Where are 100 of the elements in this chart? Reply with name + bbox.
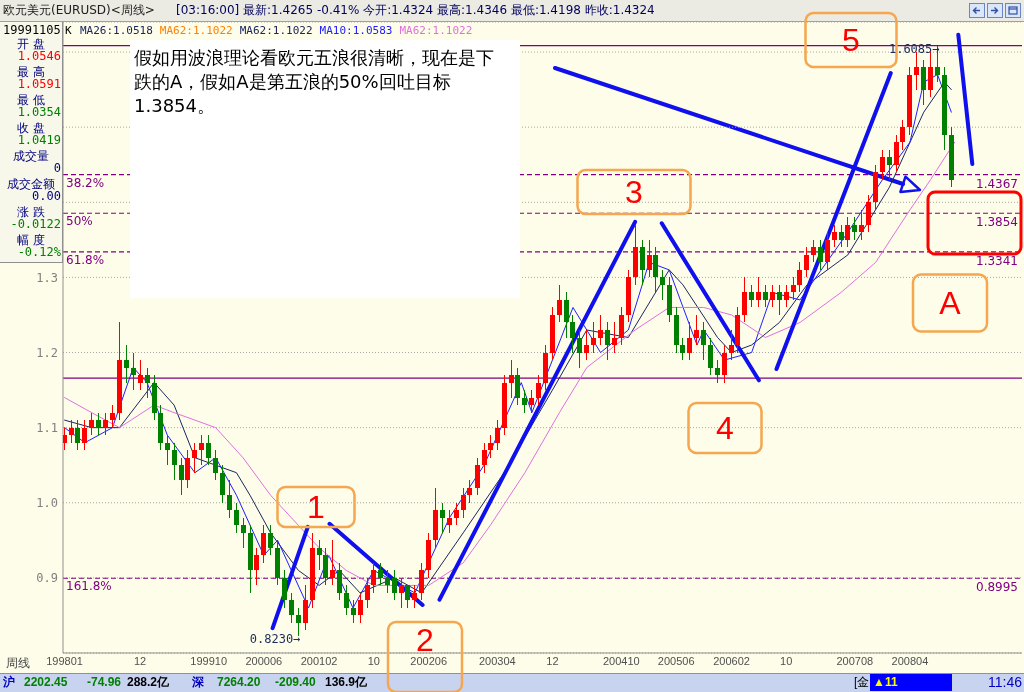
candlestick	[192, 442, 197, 474]
legend-label: MA62:1.1022	[159, 24, 233, 37]
candlestick	[475, 457, 480, 496]
candlestick	[145, 367, 150, 399]
x-tick-label: 200102	[300, 654, 338, 667]
candlestick	[241, 517, 246, 549]
text: 288.2亿	[127, 674, 170, 691]
x-tick-label: 12	[546, 654, 559, 667]
note-card: 假如用波浪理论看欧元五浪很清晰，现在是下跌的A，假如A是第五浪的50%回吐目标1.3854。	[130, 40, 520, 298]
candlestick	[694, 314, 699, 346]
annotation: 38.2%	[66, 175, 105, 190]
text: 开 盘	[16, 37, 46, 51]
candlestick	[268, 524, 273, 556]
candlestick	[763, 284, 768, 308]
candlestick	[866, 194, 871, 233]
candlestick	[529, 389, 534, 414]
candlestick	[330, 539, 335, 586]
candlestick	[447, 509, 452, 534]
candlestick	[859, 209, 864, 241]
y-tick-label: 1.3	[36, 270, 58, 285]
candlestick	[687, 321, 692, 361]
annotation: 1	[307, 489, 325, 525]
text: 最 低	[16, 93, 46, 107]
candlestick	[777, 284, 782, 316]
annotation: 50%	[66, 214, 93, 229]
text: -0.12%	[17, 245, 61, 259]
candlestick	[405, 584, 410, 609]
candlestick	[570, 314, 575, 354]
candlestick	[660, 269, 665, 301]
candlestick	[75, 419, 80, 451]
candlestick	[880, 149, 885, 181]
candlestick	[770, 284, 775, 308]
text: 136.9亿	[325, 674, 368, 691]
candlestick	[412, 584, 417, 609]
annotation: 61.8%	[66, 252, 105, 267]
candlestick	[124, 344, 129, 384]
candlestick	[722, 344, 727, 384]
text: -74.96	[87, 674, 122, 691]
text: 7264.20	[217, 674, 261, 691]
candlestick	[591, 321, 596, 354]
candlestick	[509, 359, 514, 399]
text: 0	[53, 161, 61, 175]
candlestick	[199, 434, 204, 466]
candlestick	[619, 306, 624, 346]
candlestick	[261, 524, 266, 564]
chart-title: 欧元美元(EURUSD)<周线>	[3, 3, 155, 18]
candlestick	[110, 404, 115, 429]
text: MA26:1.0518	[80, 24, 153, 37]
x-tick-label: 200804	[891, 654, 929, 667]
text: 0.00	[32, 189, 61, 203]
candlestick	[852, 216, 857, 241]
candlestick	[584, 329, 589, 361]
text: 1.0591	[17, 77, 61, 91]
candlestick	[234, 502, 239, 534]
text: [金	[854, 674, 870, 691]
candlestick	[647, 239, 652, 278]
text: 11:46	[988, 674, 1022, 691]
candlestick	[495, 419, 500, 451]
candlestick	[399, 577, 404, 609]
candlestick	[227, 479, 232, 519]
candlestick	[358, 592, 363, 624]
candlestick	[365, 577, 370, 609]
candlestick	[708, 337, 713, 376]
candlestick	[179, 457, 184, 496]
chart-subtitle: [03:16:00] 最新:1.4265 -0.41% 今开:1.4324 最高:1.4346 最低:1.4198 昨收:1.4324	[176, 3, 655, 18]
candlestick	[103, 412, 108, 436]
y-tick-label: 0.9	[36, 571, 58, 586]
text: 成交金额	[6, 177, 56, 191]
candlestick	[282, 569, 287, 609]
candlestick	[564, 291, 569, 338]
text: 19991105	[3, 23, 61, 37]
candlestick	[749, 284, 754, 308]
candlestick	[303, 584, 308, 631]
x-tick-label: 12	[133, 654, 147, 667]
text: ▲11	[870, 674, 952, 691]
candlestick	[715, 359, 720, 384]
candlestick	[185, 449, 190, 489]
candlestick	[419, 562, 424, 601]
text: 收 盘	[16, 121, 46, 135]
text: 1.0546	[17, 49, 61, 63]
annotation: 0.8230→	[249, 631, 301, 646]
candlestick	[818, 239, 823, 271]
candlestick	[172, 442, 177, 481]
ref-line-label: 1.3341	[976, 253, 1018, 268]
candlestick	[63, 427, 67, 451]
text: 2202.45	[24, 674, 68, 691]
x-tick-label: 200708	[836, 654, 874, 667]
text: 幅 度	[16, 233, 46, 247]
text: 涨 跌	[16, 205, 46, 219]
candlestick	[488, 434, 493, 459]
x-tick-label: 200602	[713, 654, 750, 667]
candlestick	[900, 119, 905, 151]
annotation: A	[939, 285, 961, 321]
candlestick	[680, 337, 685, 361]
candlestick	[378, 562, 383, 586]
candlestick	[522, 389, 527, 414]
candlestick	[839, 224, 844, 248]
candlestick	[289, 592, 294, 624]
candlestick	[845, 216, 850, 248]
x-tick-label: 199910	[190, 654, 228, 667]
